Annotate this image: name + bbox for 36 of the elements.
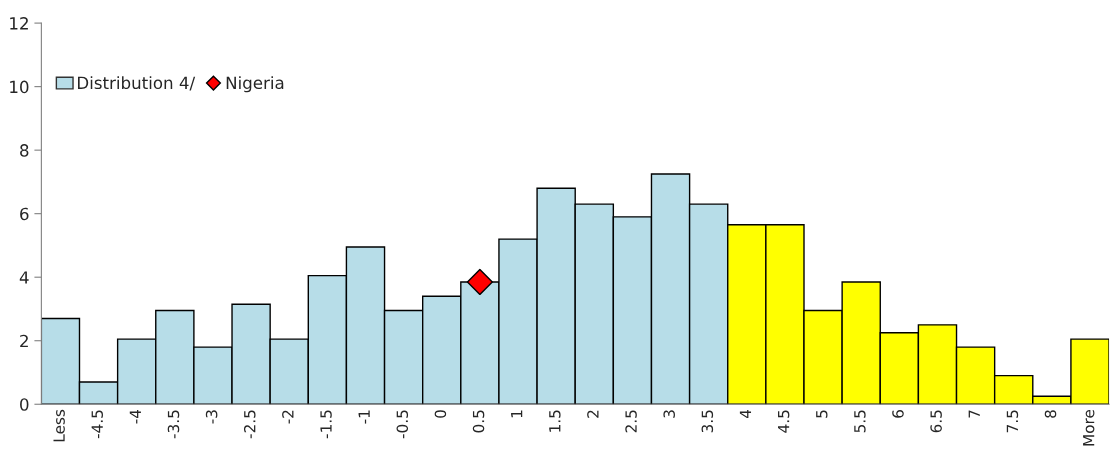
x-tick-label: 4 xyxy=(739,409,752,419)
x-tick-label: -2.5 xyxy=(243,410,256,439)
x-tick-label: 3.5 xyxy=(701,410,714,433)
y-tick-label: 4 xyxy=(19,271,29,284)
legend-label: Distribution 4/ xyxy=(78,76,196,91)
x-tick-label: 5 xyxy=(816,410,828,418)
x-tick-label: 7.5 xyxy=(1006,410,1019,433)
x-tick-label: -1.5 xyxy=(320,410,332,439)
x-tick-label: 1 xyxy=(511,410,523,418)
x-tick-label: 5.5 xyxy=(854,410,866,433)
y-tick-label: 6 xyxy=(20,207,29,221)
x-tick-label: 7 xyxy=(968,410,980,418)
x-tick-label: 8 xyxy=(1044,410,1057,418)
x-tick-label: -4.5 xyxy=(91,410,103,439)
x-tick-label: 6 xyxy=(892,410,904,418)
x-tick-label: -3.5 xyxy=(167,410,180,439)
y-tick-label: 8 xyxy=(20,144,29,157)
x-tick-label: 2 xyxy=(587,410,599,418)
x-tick-label: -3 xyxy=(205,410,218,424)
x-tick-label: 1.5 xyxy=(549,410,561,432)
x-tick-label: 4.5 xyxy=(778,410,790,433)
y-tick-label: 2 xyxy=(20,334,28,348)
x-tick-label: 2.5 xyxy=(625,410,637,433)
y-tick-label: 10 xyxy=(10,80,29,94)
x-tick-label: 6.5 xyxy=(930,410,942,433)
x-tick-label: 0 xyxy=(434,410,447,418)
x-tick-label: -0.5 xyxy=(396,410,409,439)
x-tick-label: Less xyxy=(53,409,65,442)
x-tick-label: 3 xyxy=(663,410,675,418)
x-tick-label: More xyxy=(1083,409,1095,446)
x-tick-label: -2 xyxy=(282,410,294,424)
legend-label: Nigeria xyxy=(226,76,284,93)
x-tick-label: -4 xyxy=(129,409,141,424)
x-tick-label: -1 xyxy=(358,410,370,424)
y-tick-label: 12 xyxy=(10,17,28,30)
x-tick-label: 0.5 xyxy=(472,410,485,433)
